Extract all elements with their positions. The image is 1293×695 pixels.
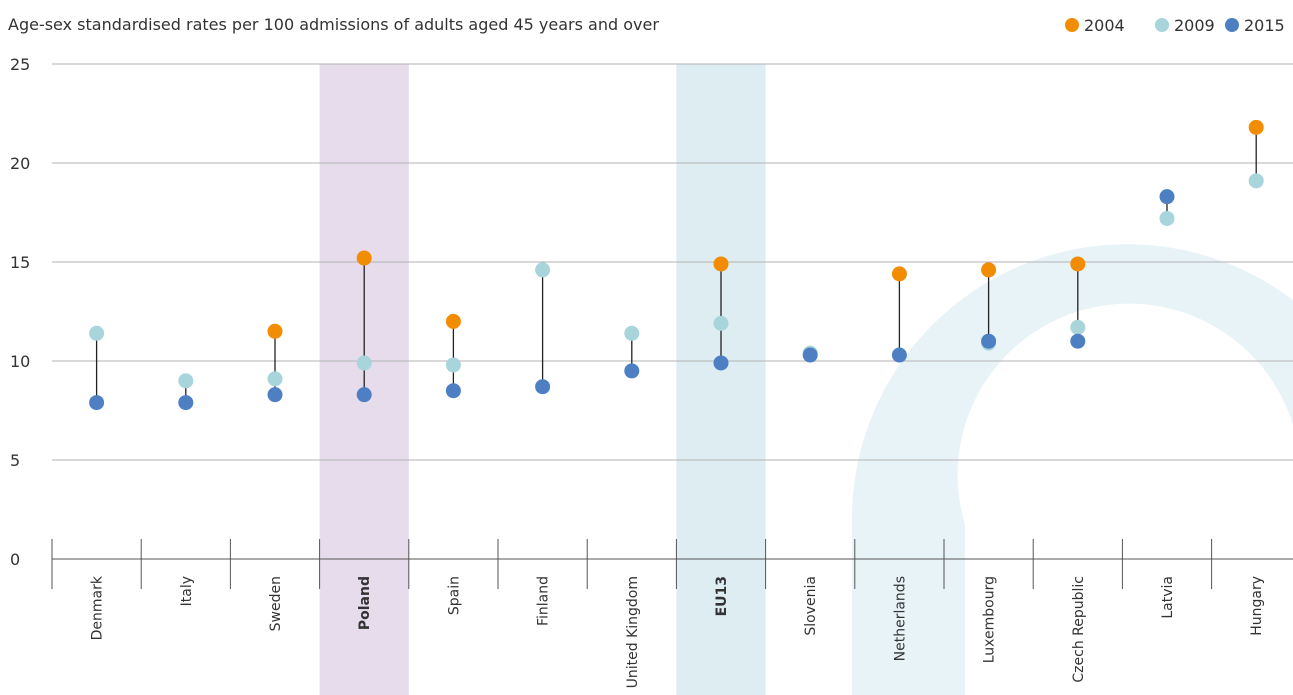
data-point-2015 — [981, 333, 997, 349]
data-point-2009 — [356, 355, 372, 371]
data-point-2009 — [89, 325, 105, 341]
legend-swatch — [1065, 18, 1079, 32]
x-tick-label: Netherlands — [892, 576, 908, 661]
x-tick-label: Italy — [179, 576, 195, 606]
gridlines — [52, 63, 1293, 461]
data-point-2004 — [981, 262, 997, 278]
y-tick-label: 5 — [10, 451, 20, 470]
range-connectors — [95, 127, 1257, 403]
data-point-2015 — [891, 347, 907, 363]
x-axis-tick-labels: Denmark Italy Sweden Poland Spain Finland Unit… — [90, 575, 1266, 688]
legend-label: 2004 — [1084, 16, 1125, 35]
data-point-2009 — [624, 325, 640, 341]
y-tick-label: 15 — [10, 253, 30, 272]
data-point-2004 — [356, 250, 372, 266]
x-tick-label: Latvia — [1160, 576, 1176, 619]
legend-label: 2015 — [1244, 16, 1285, 35]
legend-item-2004: 2004 — [1065, 16, 1125, 35]
data-point-2004 — [713, 256, 729, 272]
data-point-2004 — [1248, 119, 1264, 135]
y-tick-label: 25 — [10, 55, 30, 74]
x-tick-label: Hungary — [1249, 576, 1265, 636]
data-point-2015 — [356, 387, 372, 403]
data-point-2015 — [802, 347, 818, 363]
data-point-2009 — [535, 262, 551, 278]
data-point-2004 — [891, 266, 907, 282]
x-axis — [51, 539, 1293, 589]
highlight-band-eu13 — [676, 64, 766, 695]
data-point-2015 — [1159, 189, 1175, 205]
legend-swatch — [1155, 18, 1169, 32]
legend-swatch — [1225, 18, 1239, 32]
legend-label: 2009 — [1174, 16, 1215, 35]
y-tick-label: 0 — [10, 550, 20, 569]
data-point-2009 — [267, 371, 283, 387]
data-point-2009 — [445, 357, 461, 373]
y-axis-ticks: 0 5 10 15 20 25 — [10, 55, 30, 569]
data-point-2015 — [624, 363, 640, 379]
x-tick-label: Czech Republic — [1071, 576, 1087, 683]
data-point-2009 — [1070, 319, 1086, 335]
data-points — [89, 119, 1264, 411]
data-point-2004 — [445, 313, 461, 329]
data-point-2015 — [713, 355, 729, 371]
data-point-2015 — [267, 387, 283, 403]
data-point-2015 — [178, 395, 194, 411]
x-tick-label: Slovenia — [803, 576, 819, 636]
legend-item-2015: 2015 — [1225, 16, 1285, 35]
data-point-2009 — [178, 373, 194, 389]
x-tick-label: Luxembourg — [982, 576, 998, 663]
x-tick-label: United Kingdom — [625, 576, 641, 688]
background-decoration — [851, 244, 1293, 695]
data-point-2004 — [1070, 256, 1086, 272]
y-tick-label: 20 — [10, 154, 30, 173]
legend: 2004 2009 2015 — [1065, 16, 1285, 35]
y-tick-label: 10 — [10, 352, 30, 371]
data-point-2009 — [1248, 173, 1264, 189]
data-point-2015 — [445, 383, 461, 399]
background-arc — [851, 244, 1293, 695]
data-point-2015 — [1070, 333, 1086, 349]
x-tick-label: EU13 — [714, 576, 730, 616]
x-tick-label: Spain — [446, 576, 462, 615]
data-point-2015 — [89, 395, 105, 411]
data-point-2015 — [535, 379, 551, 395]
chart-title: Age-sex standardised rates per 100 admis… — [8, 15, 659, 34]
x-tick-label: Sweden — [268, 576, 284, 631]
x-tick-label: Denmark — [90, 575, 106, 640]
x-tick-label: Poland — [357, 576, 373, 630]
legend-item-2009: 2009 — [1155, 16, 1215, 35]
data-point-2009 — [713, 315, 729, 331]
x-tick-label: Finland — [536, 576, 552, 626]
data-point-2004 — [267, 323, 283, 339]
data-point-2009 — [1159, 210, 1175, 226]
